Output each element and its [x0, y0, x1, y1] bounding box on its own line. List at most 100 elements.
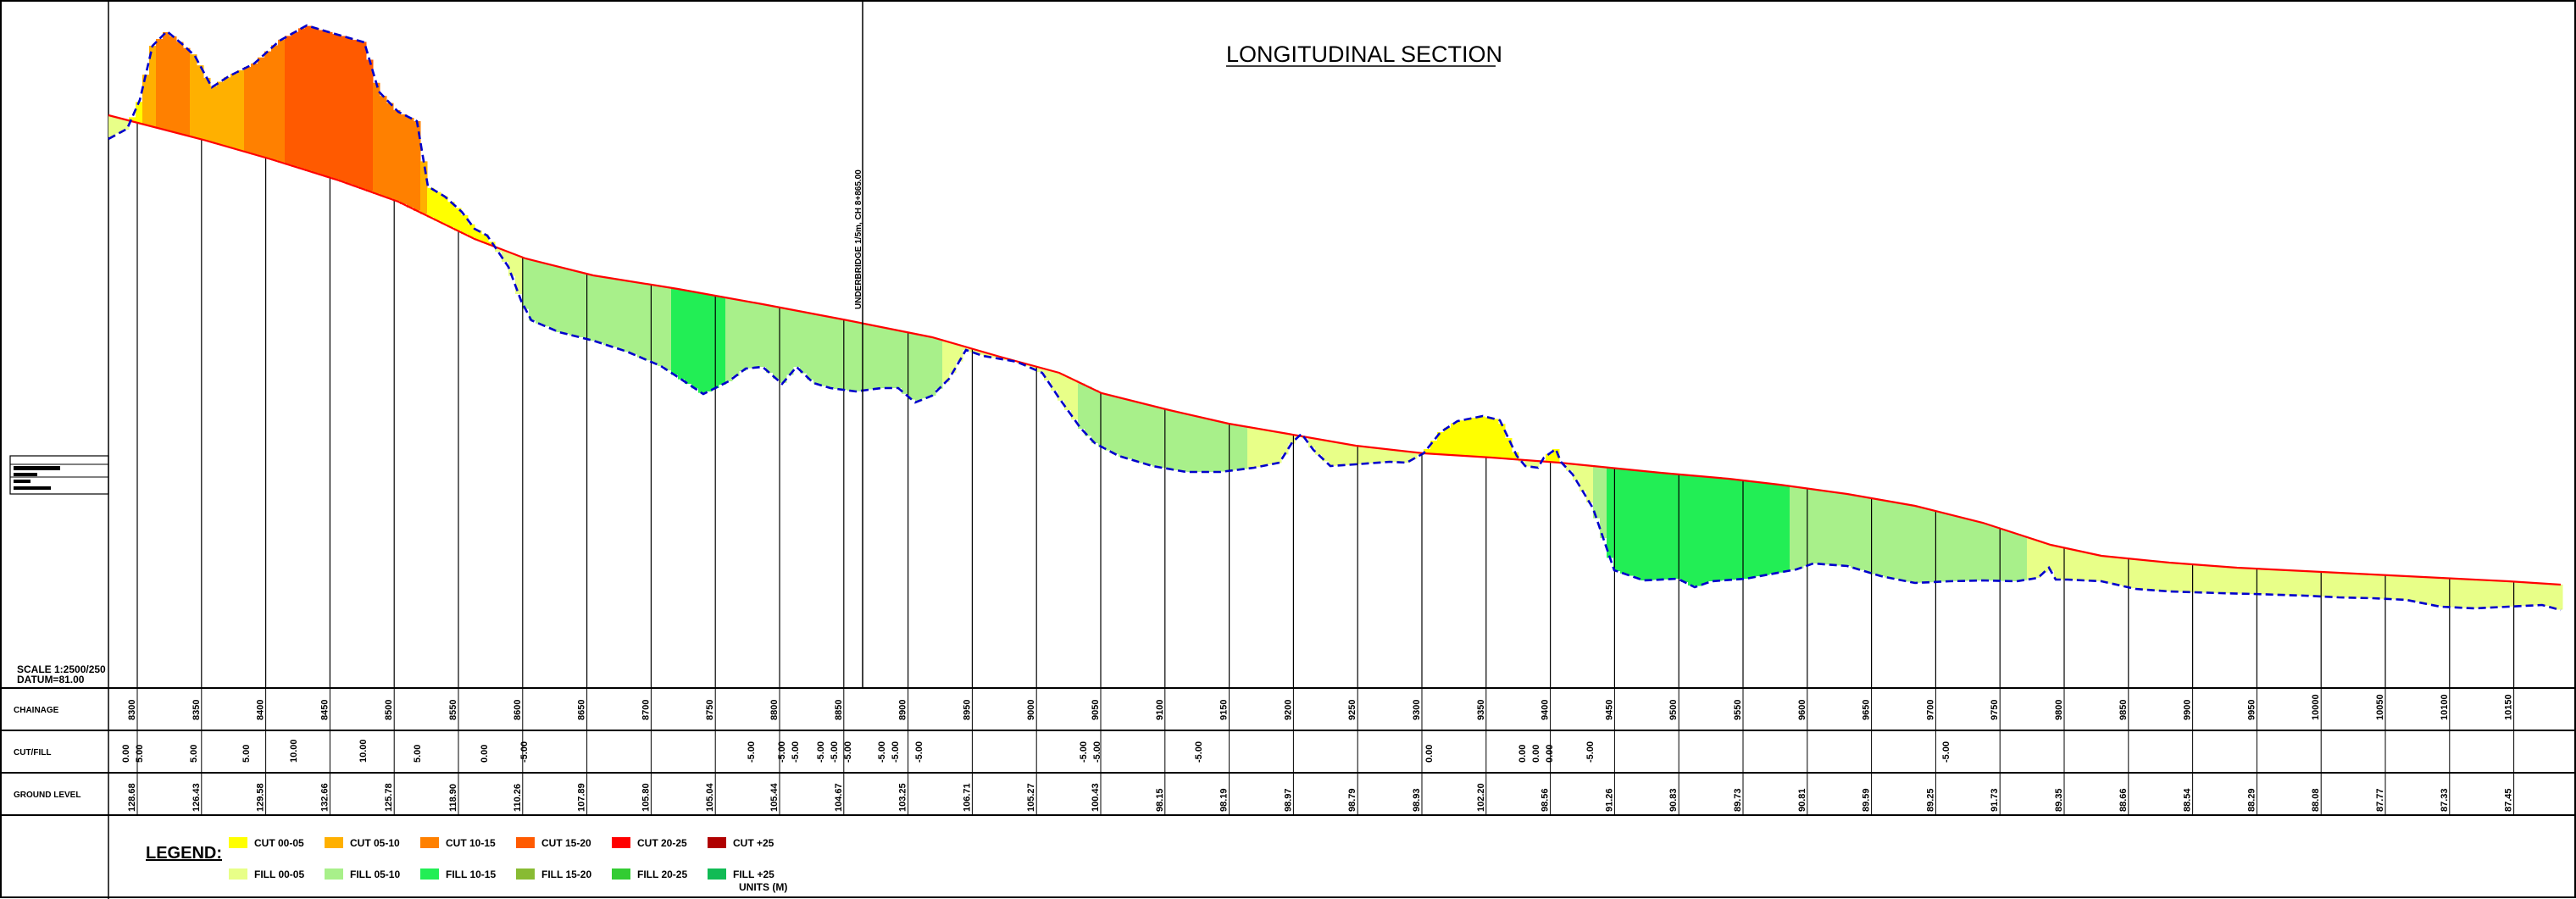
row-label-cutfill: CUT/FILL — [14, 748, 51, 757]
cutfill-label: -5.00 — [891, 741, 901, 763]
chainage-label: 9600 — [1797, 700, 1807, 720]
cutfill-label: -5.00 — [843, 741, 853, 763]
ground-level-label: 126.43 — [192, 783, 202, 812]
cutfill-label: -5.00 — [877, 741, 887, 763]
cutfill-label: 10.00 — [358, 739, 369, 763]
cutfill-label: -5.00 — [747, 741, 757, 763]
left-title-block — [9, 455, 109, 495]
ground-level-label: 88.66 — [2118, 788, 2129, 812]
cutfill-label: -5.00 — [1079, 741, 1089, 763]
chainage-label: 9800 — [2054, 700, 2064, 720]
ground-level-label: 89.25 — [1925, 788, 1935, 812]
ground-level-label: 128.68 — [127, 783, 137, 812]
ground-level-label: 98.56 — [1541, 788, 1551, 812]
cutfill-label: 0.00 — [1531, 745, 1541, 763]
ground-level-label: 87.45 — [2504, 788, 2514, 812]
legend-swatch — [325, 837, 343, 848]
chainage-label: 9500 — [1668, 700, 1679, 720]
chainage-label: 9250 — [1347, 700, 1357, 720]
legend-label: CUT 15-20 — [541, 837, 591, 849]
legend-swatch — [708, 837, 726, 848]
chainage-label: 8550 — [448, 700, 458, 720]
cutfill-label: 0.00 — [121, 745, 131, 763]
chainage-label: 9650 — [1862, 700, 1872, 720]
chainage-label: 8900 — [898, 700, 908, 720]
chainage-label: 9200 — [1283, 700, 1293, 720]
legend-swatch — [325, 868, 343, 880]
chainage-label: 8750 — [705, 700, 715, 720]
ground-level-label: 132.66 — [319, 783, 330, 812]
chainage-label: 10050 — [2375, 694, 2385, 720]
ground-level-label: 88.29 — [2246, 788, 2257, 812]
cutfill-label: 5.00 — [413, 745, 423, 763]
ground-level-label: 102.20 — [1476, 783, 1486, 812]
row-label-chainage: CHAINAGE — [14, 706, 59, 715]
ground-level-label: 89.73 — [1733, 788, 1743, 812]
ground-level-label: 105.04 — [705, 782, 715, 812]
legend-swatch — [420, 837, 439, 848]
cutfill-label: -5.00 — [1585, 741, 1596, 763]
legend-title: LEGEND: — [146, 844, 222, 863]
cutfill-label: -5.00 — [816, 741, 826, 763]
chainage-label: 9850 — [2118, 700, 2129, 720]
ground-level-label: 104.67 — [834, 783, 844, 812]
cut-fill-bands — [108, 25, 2563, 610]
chainage-label: 9050 — [1091, 700, 1101, 720]
legend-swatch — [612, 868, 630, 880]
legend-swatch — [516, 868, 535, 880]
cutfill-label: -5.00 — [1092, 741, 1102, 763]
cutfill-label: -5.00 — [777, 741, 787, 763]
legend-swatch — [420, 868, 439, 880]
legend-swatch — [612, 837, 630, 848]
legend-swatch — [708, 868, 726, 880]
legend-label: CUT 00-05 — [254, 837, 304, 849]
ground-level-label: 88.54 — [2183, 788, 2193, 812]
profile-area — [108, 24, 2563, 688]
chainage-label: 8650 — [577, 700, 587, 720]
ground-level-label: 100.43 — [1091, 783, 1101, 812]
cutfill-label: -5.00 — [1194, 741, 1204, 763]
legend-swatch — [229, 868, 247, 880]
ground-level-label: 103.25 — [898, 783, 908, 812]
ground-level-label: 98.93 — [1412, 788, 1422, 812]
chainage-label: 8400 — [256, 700, 266, 720]
legend-label: FILL 00-05 — [254, 868, 304, 880]
chainage-label: 9550 — [1733, 700, 1743, 720]
chainage-label: 8850 — [834, 700, 844, 720]
legend-label: CUT 20-25 — [637, 837, 687, 849]
chainage-label: 10000 — [2311, 694, 2321, 720]
chainage-label: 8800 — [769, 700, 780, 720]
drawing-title: LONGITUDINAL SECTION — [1226, 42, 1502, 67]
cutfill-label: 5.00 — [135, 745, 145, 763]
cutfill-label: 5.00 — [242, 745, 252, 763]
legend-label: FILL +25 — [733, 868, 774, 880]
ground-level-label: 87.77 — [2375, 788, 2385, 812]
ground-level-label: 98.79 — [1347, 788, 1357, 812]
ground-level-label: 87.33 — [2440, 788, 2450, 812]
ground-level-label: 88.08 — [2311, 788, 2321, 812]
cutfill-label: -5.00 — [519, 741, 530, 763]
ground-level-label: 91.73 — [1990, 788, 2000, 812]
scale-text: SCALE 1:2500/250 — [17, 663, 106, 675]
chainage-label: 8700 — [641, 700, 651, 720]
ground-level-label: 90.83 — [1668, 788, 1679, 812]
chainage-label: 9950 — [2246, 700, 2257, 720]
ground-level-label: 125.78 — [384, 783, 394, 812]
ground-level-label: 89.35 — [2054, 788, 2064, 812]
chainage-label: 8500 — [384, 700, 394, 720]
chainage-label: 8350 — [192, 700, 202, 720]
chainage-label: 9000 — [1026, 700, 1036, 720]
ground-level-label: 107.89 — [577, 783, 587, 812]
natural-ground-line — [108, 24, 2562, 612]
chainage-label: 9350 — [1476, 700, 1486, 720]
ground-level-label: 90.81 — [1797, 788, 1807, 812]
ground-level-label: 129.58 — [256, 783, 266, 812]
legend: LEGEND: CUT 00-05 CUT 05-10 CUT 10-15 CUT 1… — [146, 837, 787, 893]
ground-level-label: 98.19 — [1219, 788, 1230, 812]
legend-label: CUT 10-15 — [446, 837, 496, 849]
datum-text: DATUM=81.00 — [17, 674, 85, 685]
chainage-label: 9450 — [1604, 700, 1614, 720]
chainage-label: 9700 — [1925, 700, 1935, 720]
legend-label: FILL 05-10 — [350, 868, 400, 880]
